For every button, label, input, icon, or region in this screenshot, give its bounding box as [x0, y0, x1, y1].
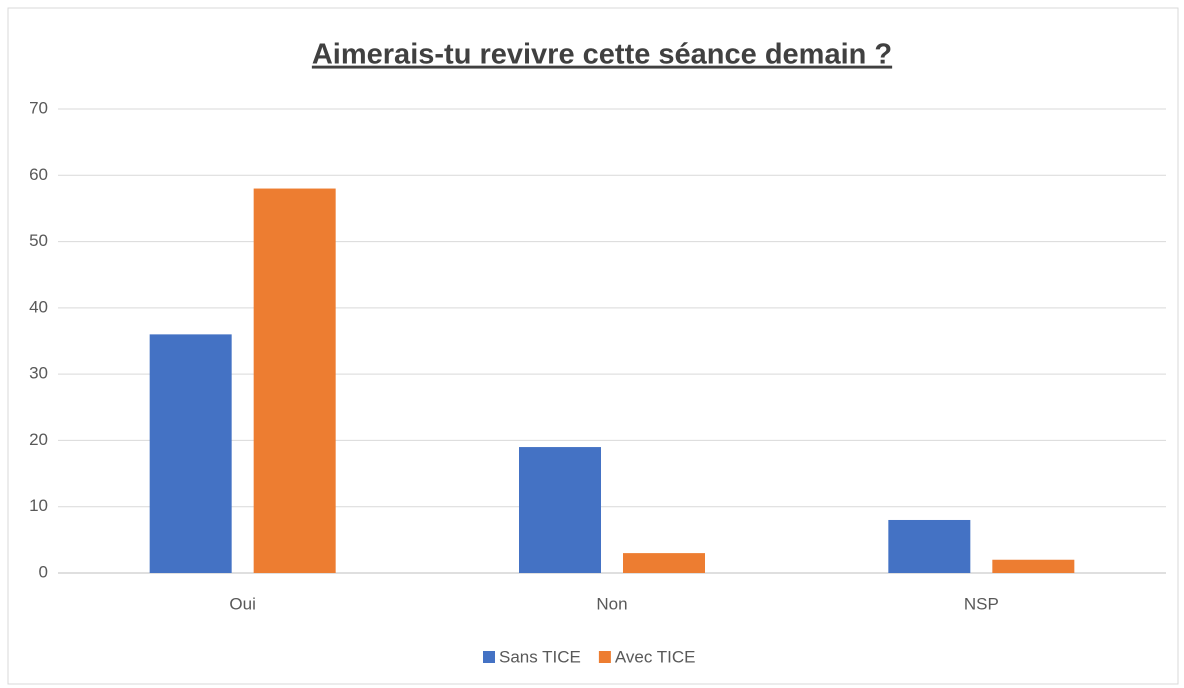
bar — [149, 334, 232, 573]
legend-label: Avec TICE — [615, 647, 696, 666]
bar — [253, 188, 336, 574]
y-tick-label: 70 — [29, 98, 48, 117]
y-tick-label: 60 — [29, 165, 48, 184]
legend-swatch — [483, 651, 495, 663]
y-tick-label: 0 — [39, 562, 48, 581]
y-tick-label: 50 — [29, 231, 48, 250]
bar — [623, 553, 705, 573]
bar — [992, 559, 1075, 573]
bar — [888, 519, 971, 573]
x-tick-label: Non — [596, 594, 627, 613]
y-tick-label: 20 — [29, 430, 48, 449]
legend-swatch — [598, 651, 611, 663]
bar — [519, 447, 601, 573]
y-tick-label: 40 — [29, 297, 48, 316]
legend-label: Sans TICE — [499, 647, 581, 666]
y-tick-label: 30 — [29, 364, 48, 383]
x-tick-label: Oui — [229, 594, 255, 613]
chart-title: Aimerais-tu revivre cette séance demain … — [312, 39, 892, 71]
x-tick-label: NSP — [964, 594, 999, 613]
y-tick-label: 10 — [29, 496, 48, 515]
